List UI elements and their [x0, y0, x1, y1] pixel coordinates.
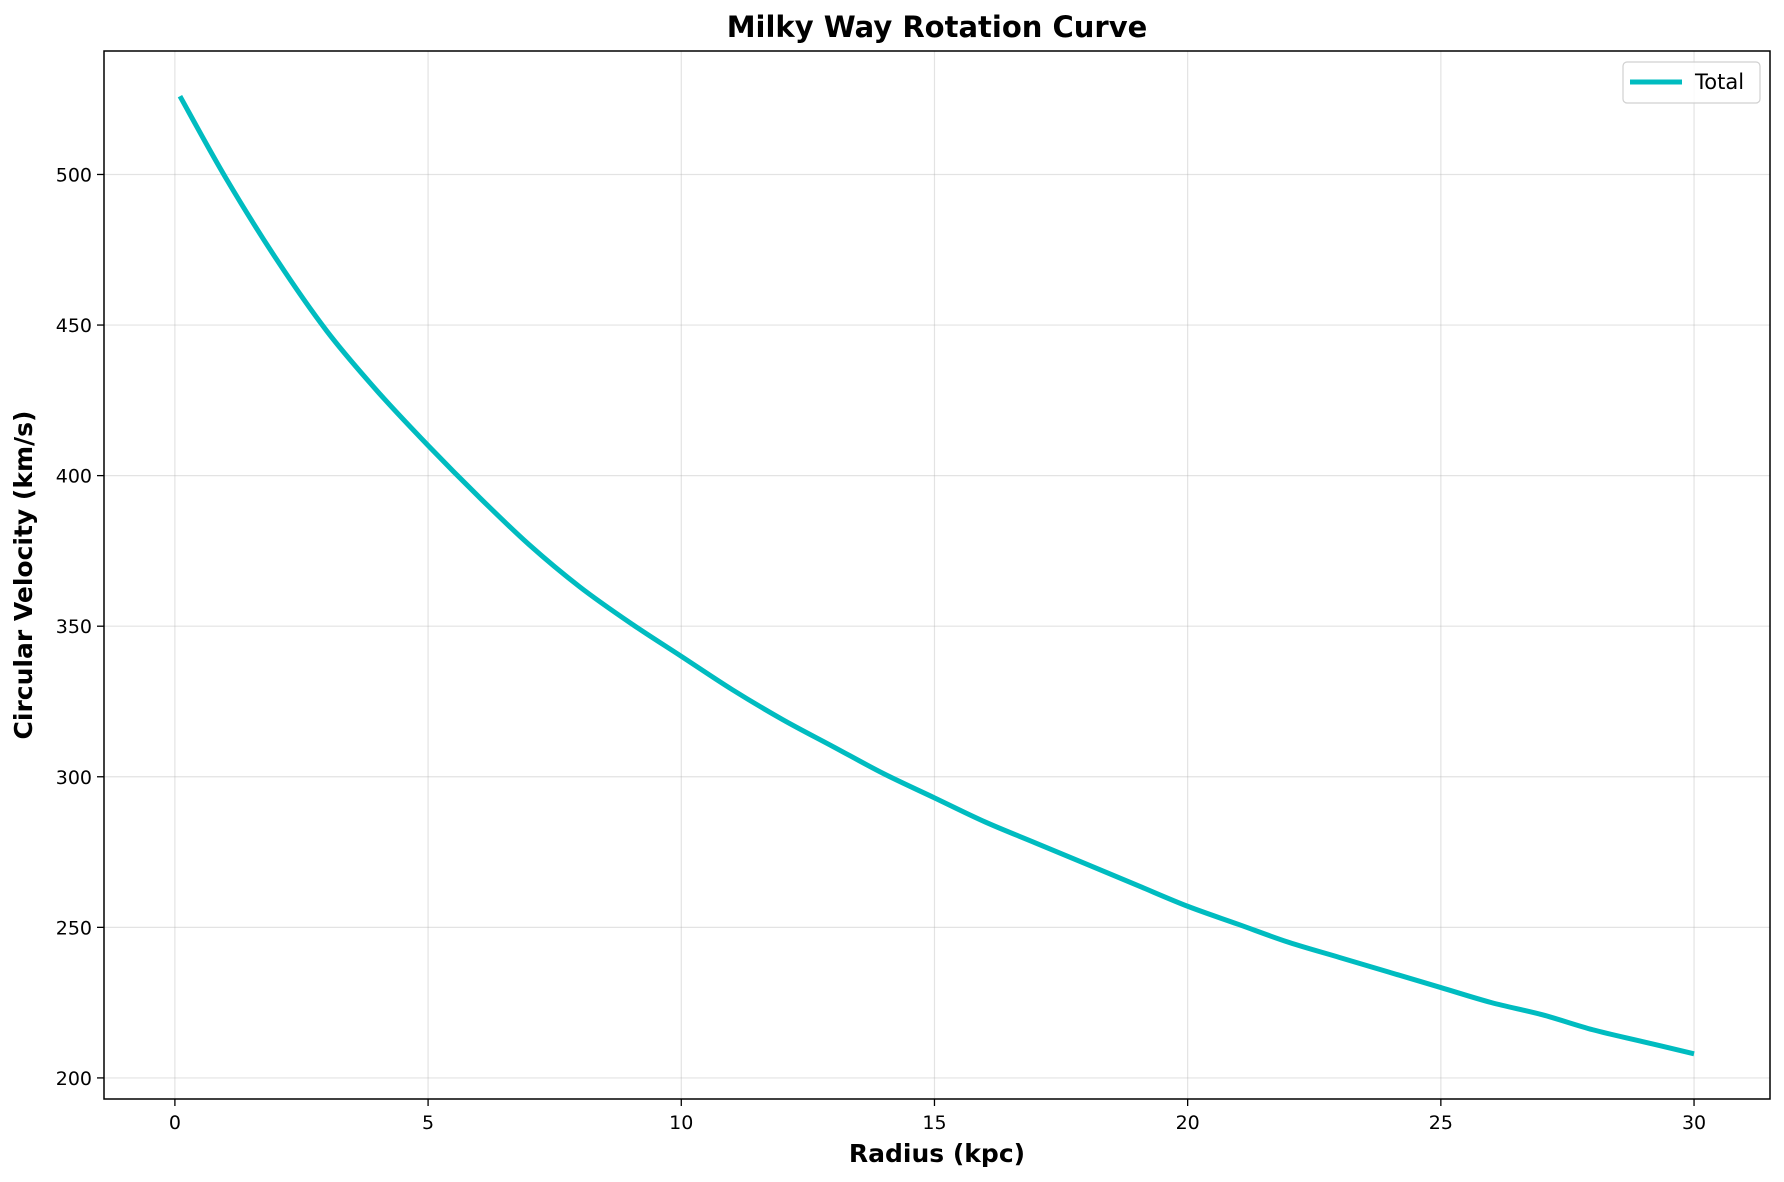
x-tick-label: 5 — [422, 1112, 434, 1134]
x-tick-label: 10 — [669, 1112, 693, 1134]
plot-frame — [103, 50, 1771, 1100]
y-tick-label: 350 — [56, 616, 92, 638]
x-tick-label: 20 — [1176, 1112, 1200, 1134]
x-tick-label: 30 — [1682, 1112, 1706, 1134]
legend-box — [1622, 61, 1761, 104]
series-layer — [177, 94, 1695, 1057]
x-tick-label: 15 — [922, 1112, 946, 1134]
y-axis-label: Circular Velocity (km/s) — [9, 411, 38, 740]
y-tick-label: 500 — [56, 164, 92, 186]
axis-ticks: 0 5 10 15 20 25 30 200 250 300 350 400 450 500 — [56, 164, 1706, 1134]
y-tick-label: 450 — [56, 315, 92, 337]
legend-label-total: Total — [1694, 70, 1744, 94]
y-tick-label: 250 — [56, 917, 92, 939]
y-tick-label: 400 — [56, 466, 92, 488]
x-tick-label: 0 — [169, 1112, 181, 1134]
x-axis-label: Radius (kpc) — [849, 1139, 1025, 1168]
legend: Total — [1622, 61, 1761, 104]
y-tick-label: 200 — [56, 1068, 92, 1090]
x-tick-label: 25 — [1429, 1112, 1453, 1134]
y-tick-label: 300 — [56, 767, 92, 789]
grid — [104, 51, 1770, 1099]
chart-title: Milky Way Rotation Curve — [727, 10, 1148, 44]
series-line-total — [177, 94, 1695, 1057]
